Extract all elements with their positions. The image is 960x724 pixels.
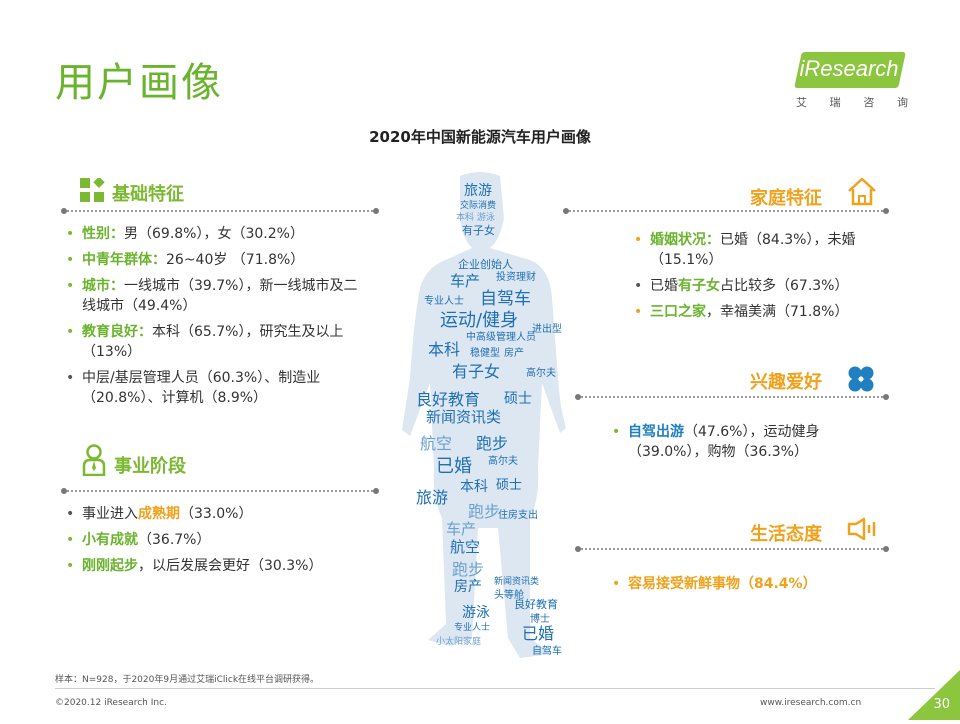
section-divider [575,546,889,552]
basic-list: 性别：男（69.8%），女（30.2%） 中青年群体：26~40岁 （71.8%… [64,224,369,414]
word: 跑步 [476,434,509,453]
silhouette-wordcloud: 旅游 交际消费 本科 游泳 有子女 企业创始人 车产 投资理财 自驾车 专业人士… [380,168,590,668]
word: 有子女 [462,224,495,237]
word: 车产 [446,520,477,538]
word: 航空 [450,538,481,556]
logo-sub-char: 瑞 [829,96,841,109]
chart-title: 2020年中国新能源汽车用户画像 [369,128,591,146]
section-divider [61,208,379,214]
family-title: 家庭特征 [750,188,822,209]
word: 中高级管理人员 [466,332,536,343]
word: 企业创始人 [458,258,513,271]
footer-divider [55,688,935,689]
word: 新闻资讯类 [426,408,502,426]
word: 自驾车 [532,646,562,657]
word: 高尔夫 [488,456,518,467]
page-corner: 30 [908,670,960,720]
logo-sub-char: 咨 [863,96,875,109]
word: 硕士 [496,478,523,493]
basic-title: 基础特征 [112,184,184,205]
career-list: 事业进入成熟期（33.0%） 小有成就（36.7%） 刚刚起步，以后发展会更好（… [64,504,369,582]
word: 旅游 [464,183,492,199]
word: 跑步 [452,560,485,579]
house-icon [846,176,878,210]
word: 旅游 [416,488,449,507]
hobby-title: 兴趣爱好 [750,372,822,393]
word: 航空 [420,434,453,453]
list-item: 婚姻状况：已婚（84.3%），未婚（15.1%） [632,230,892,270]
word: 稳健型 [470,348,500,359]
page-title: 用户画像 [55,60,223,106]
word: 本科 [460,479,488,495]
word: 博士 [530,614,550,625]
section-divider [575,394,889,400]
clover-icon [846,364,876,398]
word: 新闻资讯类 [494,577,540,587]
family-list: 婚姻状况：已婚（84.3%），未婚（15.1%） 已婚有子女占比较多（67.3%… [632,230,892,328]
list-item: 容易接受新鲜事物（84.4%） [610,574,885,594]
list-item: 三口之家，幸福美满（71.8%） [632,302,892,322]
logo-sub-char: 艾 [796,96,807,109]
page-number: 30 [933,697,950,712]
megaphone-icon [846,516,878,546]
section-divider [61,488,379,494]
word: 良好教育 [514,598,558,611]
word: 运动/健身 [440,310,519,331]
list-item: 小有成就（36.7%） [64,530,369,550]
word: 房产 [454,579,482,595]
list-item: 教育良好：本科（65.7%），研究生及以上（13%） [64,322,369,362]
list-item: 刚刚起步，以后发展会更好（30.3%） [64,556,369,576]
word: 跑步 [468,502,501,521]
logo-sub-char: 询 [896,96,908,109]
list-item: 自驾出游（47.6%），运动健身（39.0%），购物（36.3%） [610,422,885,462]
word: 进出型 [532,324,562,335]
word: 专业人士 [424,296,464,307]
attitude-title: 生活态度 [750,524,822,545]
list-item: 城市：一线城市（39.7%），新一线城市及二线城市（49.4%） [64,276,369,316]
word: 小太阳家庭 [436,637,482,647]
word: 车产 [450,272,481,290]
career-title: 事业阶段 [114,456,186,477]
word: 良好教育 [416,390,481,409]
list-item: 事业进入成熟期（33.0%） [64,504,369,524]
copyright: ©2020.12 iResearch Inc. [55,698,167,708]
word: 住房支出 [498,510,538,521]
list-item: 中层/基层管理人员（60.3%）、制造业（20.8%）、计算机（8.9%） [64,368,369,408]
attitude-list: 容易接受新鲜事物（84.4%） [610,574,885,600]
word: 交际消费 [460,201,497,211]
word: 有子女 [452,362,501,381]
website: www.iresearch.com.cn [760,698,862,708]
list-item: 中青年群体：26~40岁 （71.8%） [64,250,369,270]
logo-brand: iResearch [799,56,899,81]
word: 本科 游泳 [456,213,495,223]
word: 专业人士 [454,623,491,633]
list-item: 性别：男（69.8%），女（30.2%） [64,224,369,244]
word: 自驾车 [480,289,531,309]
word: 本科 [428,340,461,359]
hobby-list: 自驾出游（47.6%），运动健身（39.0%），购物（36.3%） [610,422,885,468]
section-divider [563,208,889,214]
word: 高尔夫 [526,368,556,379]
word: 硕士 [504,391,532,407]
sample-note: 样本：N=928，于2020年9月通过艾瑞iClick在线平台调研获得。 [55,675,320,685]
word: 游泳 [462,605,490,621]
list-item: 已婚有子女占比较多（67.3%） [632,276,892,296]
word: 房产 [504,348,524,359]
grid-icon [80,176,106,208]
word: 已婚 [436,456,472,477]
person-icon [82,444,106,480]
word: 投资理财 [496,272,536,283]
word: 头等舱 [494,590,524,601]
word: 已婚 [522,624,555,643]
